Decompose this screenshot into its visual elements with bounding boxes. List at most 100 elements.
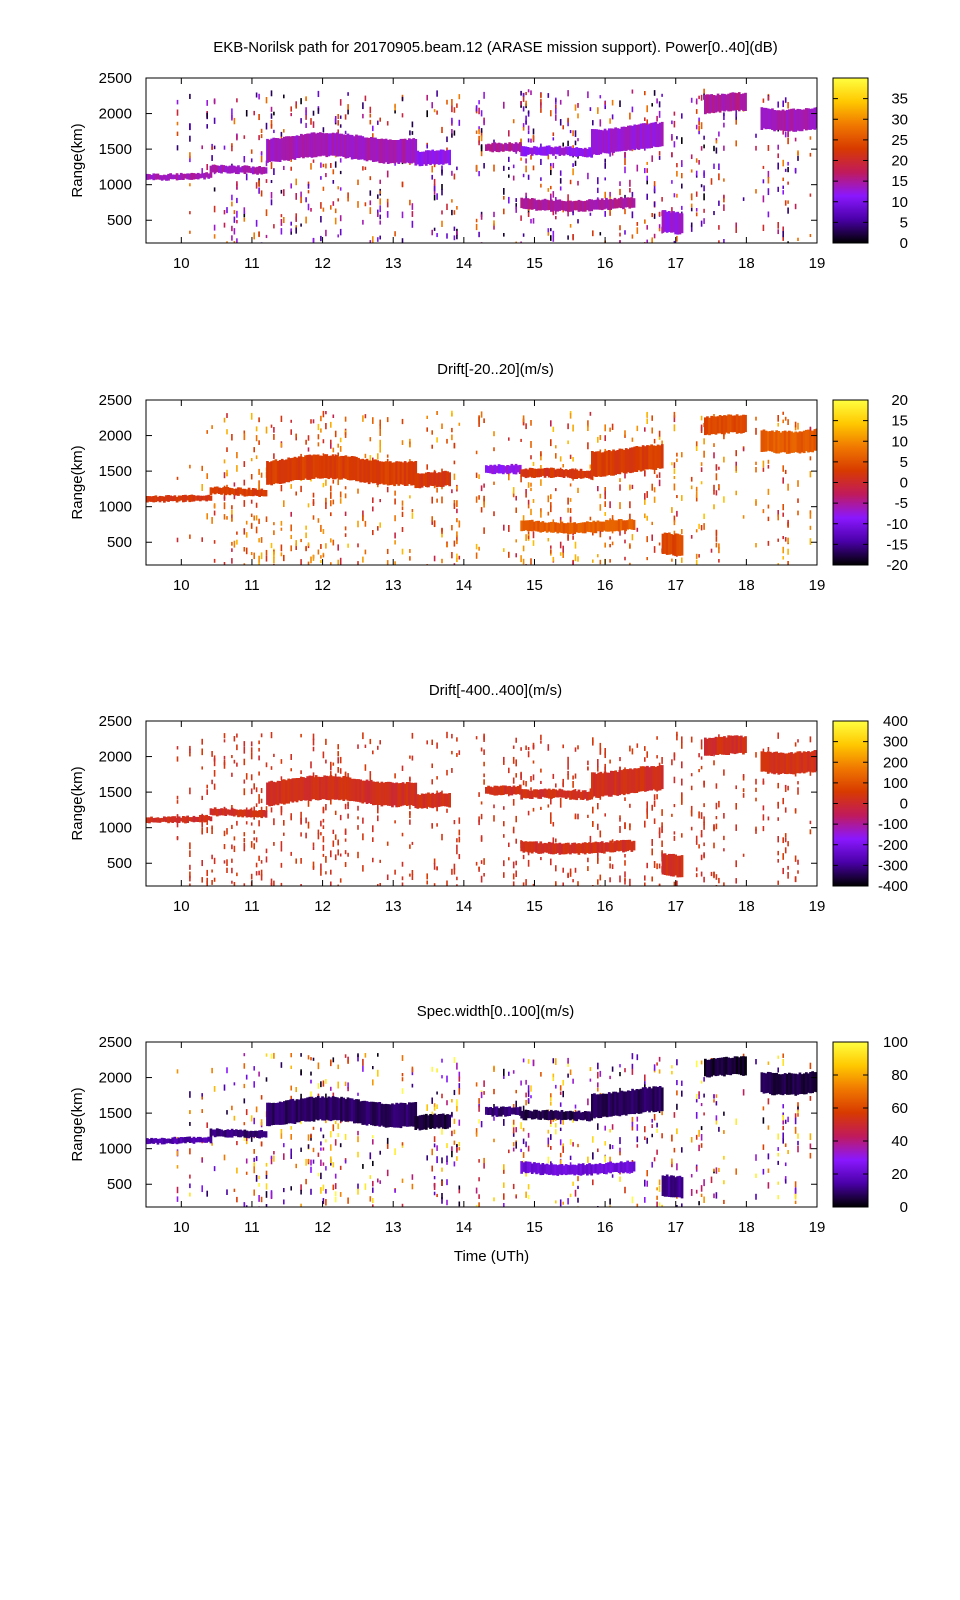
heatmap-cell xyxy=(715,1192,718,1199)
heatmap-band-cell xyxy=(258,489,261,497)
heatmap-cell xyxy=(211,1142,213,1146)
heatmap-cell xyxy=(530,155,532,160)
heatmap-band-cell xyxy=(342,134,346,157)
heatmap-cell xyxy=(213,758,216,762)
heatmap-band-cell xyxy=(346,456,350,480)
heatmap-cell xyxy=(540,158,542,165)
heatmap-cell xyxy=(265,179,268,183)
heatmap-cell xyxy=(713,760,715,766)
heatmap-cell xyxy=(357,851,359,859)
heatmap-cell xyxy=(713,1099,715,1103)
heatmap-band-cell xyxy=(615,520,619,531)
heatmap-band-cell xyxy=(771,1072,774,1096)
heatmap-cell xyxy=(527,138,530,143)
heatmap-cell xyxy=(547,232,550,236)
heatmap-band-cell xyxy=(560,843,564,855)
heatmap-band-cell xyxy=(192,495,196,502)
heatmap-band-cell xyxy=(308,454,312,480)
heatmap-cell xyxy=(797,498,799,503)
heatmap-cell xyxy=(226,1067,228,1074)
heatmap-cell xyxy=(604,158,606,163)
heatmap-band-cell xyxy=(182,816,185,823)
heatmap-band-cell xyxy=(583,790,587,799)
heatmap-band-cell xyxy=(607,520,610,532)
heatmap-band-cell xyxy=(731,735,735,754)
heatmap-cell xyxy=(250,1115,253,1122)
heatmap-band-cell xyxy=(622,839,625,853)
heatmap-cell xyxy=(690,222,693,228)
heatmap-cell xyxy=(698,769,700,773)
heatmap-cell xyxy=(441,184,443,191)
heatmap-band-cell xyxy=(729,92,733,112)
heatmap-cell xyxy=(255,862,258,868)
heatmap-cell xyxy=(431,516,433,522)
x-tick-label: 19 xyxy=(809,255,826,272)
heatmap-band-cell xyxy=(577,147,581,157)
heatmap-cell xyxy=(357,1053,359,1058)
heatmap-cell xyxy=(515,1127,517,1133)
heatmap-cell xyxy=(653,496,656,503)
heatmap-band-cell xyxy=(607,450,611,475)
heatmap-band-cell xyxy=(510,1107,514,1115)
heatmap-band-cell xyxy=(414,1102,418,1126)
heatmap-cell xyxy=(527,89,530,93)
heatmap-cell xyxy=(589,516,592,521)
heatmap-cell xyxy=(213,187,216,192)
heatmap-cell xyxy=(656,115,658,122)
heatmap-cell xyxy=(189,1183,191,1189)
heatmap-cell xyxy=(320,820,322,827)
heatmap-band-cell xyxy=(382,139,386,164)
heatmap-cell xyxy=(451,1130,453,1137)
heatmap-cell xyxy=(295,101,297,107)
heatmap-band-cell xyxy=(289,779,293,802)
heatmap-cell xyxy=(280,214,283,218)
heatmap-cell xyxy=(597,803,599,810)
heatmap-cell xyxy=(604,492,606,500)
heatmap-cell xyxy=(782,1132,784,1139)
heatmap-band-cell xyxy=(571,468,574,479)
heatmap-cell xyxy=(290,511,292,517)
heatmap-cell xyxy=(260,152,263,156)
heatmap-band-cell xyxy=(598,199,602,210)
heatmap-cell xyxy=(676,1205,678,1207)
heatmap-cell xyxy=(394,561,396,565)
heatmap-band-cell xyxy=(652,1086,656,1113)
heatmap-cell xyxy=(520,555,522,563)
heatmap-cell xyxy=(236,181,238,187)
heatmap-cell xyxy=(478,1194,480,1199)
heatmap-cell xyxy=(503,1182,505,1188)
heatmap-band-cell xyxy=(652,445,656,470)
heatmap-cell xyxy=(283,1143,285,1148)
heatmap-band-cell xyxy=(485,465,488,473)
heatmap-cell xyxy=(656,1201,658,1207)
heatmap-cell xyxy=(270,1191,273,1199)
heatmap-cell xyxy=(258,518,260,524)
x-tick-label: 10 xyxy=(173,255,190,272)
heatmap-cell xyxy=(572,536,574,540)
heatmap-band-cell xyxy=(205,172,208,178)
heatmap-cell xyxy=(332,1184,335,1191)
heatmap-cell xyxy=(283,189,285,197)
heatmap-cell xyxy=(236,744,238,751)
heatmap-cell xyxy=(619,100,621,108)
heatmap-cell xyxy=(503,208,505,215)
heatmap-cell xyxy=(372,857,374,863)
heatmap-band-cell xyxy=(554,789,557,798)
heatmap-band-cell xyxy=(607,128,611,154)
heatmap-cell xyxy=(250,149,253,154)
heatmap-cell xyxy=(433,1183,436,1190)
heatmap-band-cell xyxy=(670,854,673,877)
heatmap-cell xyxy=(532,807,535,812)
heatmap-band-cell xyxy=(427,1115,430,1128)
heatmap-cell xyxy=(290,1085,292,1091)
heatmap-cell xyxy=(555,155,557,159)
heatmap-band-cell xyxy=(807,108,810,130)
heatmap-band-cell xyxy=(310,132,314,158)
colorbar-tick-label: 100 xyxy=(883,1034,908,1051)
heatmap-band-cell xyxy=(622,520,625,531)
heatmap-band-cell xyxy=(672,534,675,556)
heatmap-band-cell xyxy=(575,147,579,157)
heatmap-cell xyxy=(661,825,663,833)
heatmap-band-cell xyxy=(635,446,639,472)
heatmap-cell xyxy=(394,515,396,522)
